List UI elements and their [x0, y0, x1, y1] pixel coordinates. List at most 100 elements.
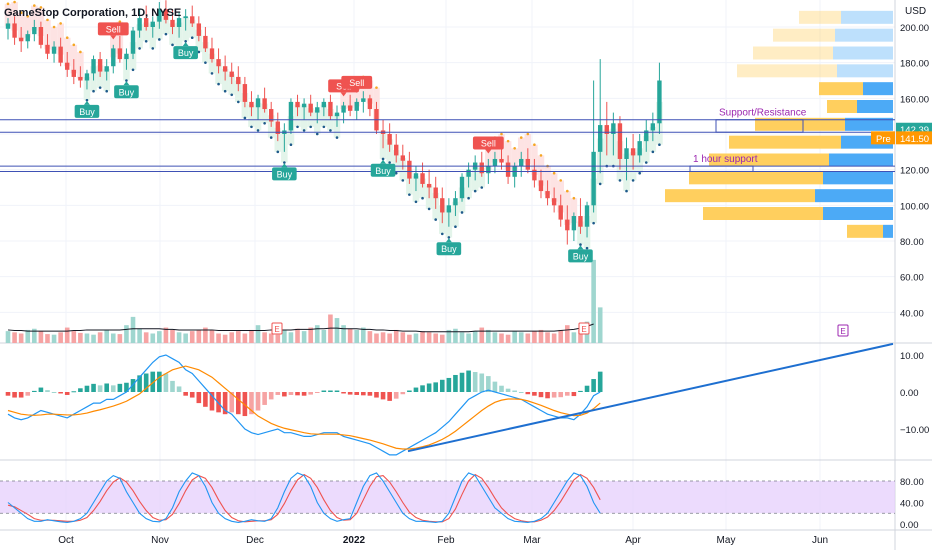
trail-dot-22: [151, 47, 155, 50]
macd-hist-42: [282, 392, 287, 397]
volume-bar-60: [400, 332, 406, 343]
buy-signal-0-box: [74, 104, 100, 118]
trend-fill-74: [491, 137, 499, 163]
candle-body-6: [45, 44, 50, 54]
candle-body-41: [275, 121, 280, 134]
buy-signal-1-box: [114, 85, 139, 99]
volume-bar-84: [558, 329, 564, 343]
macd-hist-25: [170, 380, 175, 392]
macd-hist-10: [71, 391, 77, 393]
volume-bar-12: [84, 333, 90, 343]
candle-body-22: [150, 21, 155, 27]
trail-dot-63: [421, 196, 424, 200]
trail-dot-84: [559, 179, 563, 182]
candle-body-59: [394, 144, 399, 156]
macd-pane: [5, 342, 894, 456]
trail-dot-43: [289, 143, 293, 146]
volume-bar-53: [354, 329, 360, 343]
candle-body-66: [440, 198, 445, 213]
macd-hist-80: [532, 392, 537, 396]
volume-bar-22: [150, 333, 156, 343]
macd-hist-13: [91, 383, 96, 392]
time-label-5: Mar: [523, 535, 541, 546]
macd-hist-14: [97, 385, 103, 392]
candle-body-43: [288, 101, 294, 131]
trail-dot-96: [638, 171, 641, 175]
candle-body-78: [519, 158, 524, 167]
sell-signal-3-text: Sell: [481, 138, 496, 148]
macd-hist-9: [64, 392, 70, 395]
trail-dot-49: [329, 129, 332, 132]
candle-body-49: [328, 101, 333, 117]
trail-dot-44: [296, 125, 299, 129]
trail-dot-17: [118, 20, 122, 23]
macd-hist-83: [551, 392, 557, 398]
buy-signal-2-box: [173, 46, 198, 60]
trail-dot-5: [39, 6, 43, 9]
level-label-0: Support/Resistance: [719, 108, 807, 119]
trail-dot-77: [513, 146, 516, 150]
macd-hist-24: [163, 373, 169, 392]
macd-hist-87: [578, 390, 583, 392]
buy-signal-4-box: [370, 163, 396, 177]
stoch-k-line: [7, 472, 601, 523]
candle-body-52: [347, 105, 353, 111]
volume-bar-81: [538, 329, 544, 343]
buy-signal-5-text: Buy: [441, 244, 457, 254]
buy-signal-3-box: [272, 167, 297, 181]
vp-yellow-0: [799, 10, 841, 24]
volume-bar-24: [163, 327, 169, 343]
trail-dot-59: [394, 171, 398, 175]
stoch-tick-1: 40.00: [900, 499, 924, 510]
vp-blue-3: [837, 64, 893, 78]
volume-bar-77: [512, 331, 517, 343]
trail-dot-61: [408, 193, 411, 196]
macd-hist-21: [143, 373, 149, 392]
trend-fill-0: [4, 3, 12, 27]
trail-dot-15: [105, 89, 108, 93]
sell-signal-0: Sell: [97, 22, 129, 40]
trail-dot-72: [480, 186, 484, 189]
volume-bar-80: [532, 331, 537, 343]
macd-hist-64: [426, 383, 432, 392]
candle-body-91: [604, 125, 609, 134]
macd-hist-48: [321, 390, 327, 392]
volume-bar-45: [301, 331, 307, 343]
candle-body-67: [446, 205, 452, 213]
candle-body-53: [354, 101, 359, 111]
buy-signal-5-box: [436, 242, 462, 256]
candle-body-29: [196, 23, 202, 36]
macd-hist-18: [124, 382, 129, 392]
buy-signal-2-text: Buy: [178, 48, 194, 58]
candle-body-11: [78, 76, 83, 81]
macd-hist-17: [117, 383, 123, 392]
trail-dot-70: [467, 196, 470, 200]
macd-hist-46: [308, 392, 313, 395]
trend-fill-34: [228, 74, 236, 95]
trail-dot-10: [72, 43, 76, 47]
candle-body-45: [301, 103, 307, 108]
volume-bar-11: [78, 332, 83, 343]
volume-ma-line: [7, 323, 594, 333]
trail-dot-9: [65, 36, 69, 39]
macd-hist-81: [538, 392, 544, 398]
candle-body-80: [532, 169, 537, 181]
candle-body-50: [334, 112, 340, 117]
candle-body-94: [624, 148, 629, 159]
trail-dot-47: [315, 132, 319, 136]
macd-tick-2: −10.00: [900, 425, 929, 436]
macd-hist-56: [374, 392, 379, 398]
trail-dot-46: [309, 125, 312, 129]
time-label-8: Jun: [812, 535, 828, 546]
trail-dot-50: [335, 136, 339, 139]
candle-body-96: [637, 141, 642, 156]
buy-signal-6-box: [568, 249, 593, 263]
trail-dot-57: [381, 157, 385, 161]
candle-body-72: [479, 162, 484, 174]
macd-hist-70: [466, 370, 471, 392]
trail-dot-19: [131, 68, 135, 72]
currency-label: USD: [905, 6, 926, 17]
macd-hist-68: [453, 374, 458, 392]
signals: BuyBuyBuyBuyBuyBuyBuySellSellSellSellEEE: [74, 22, 849, 337]
